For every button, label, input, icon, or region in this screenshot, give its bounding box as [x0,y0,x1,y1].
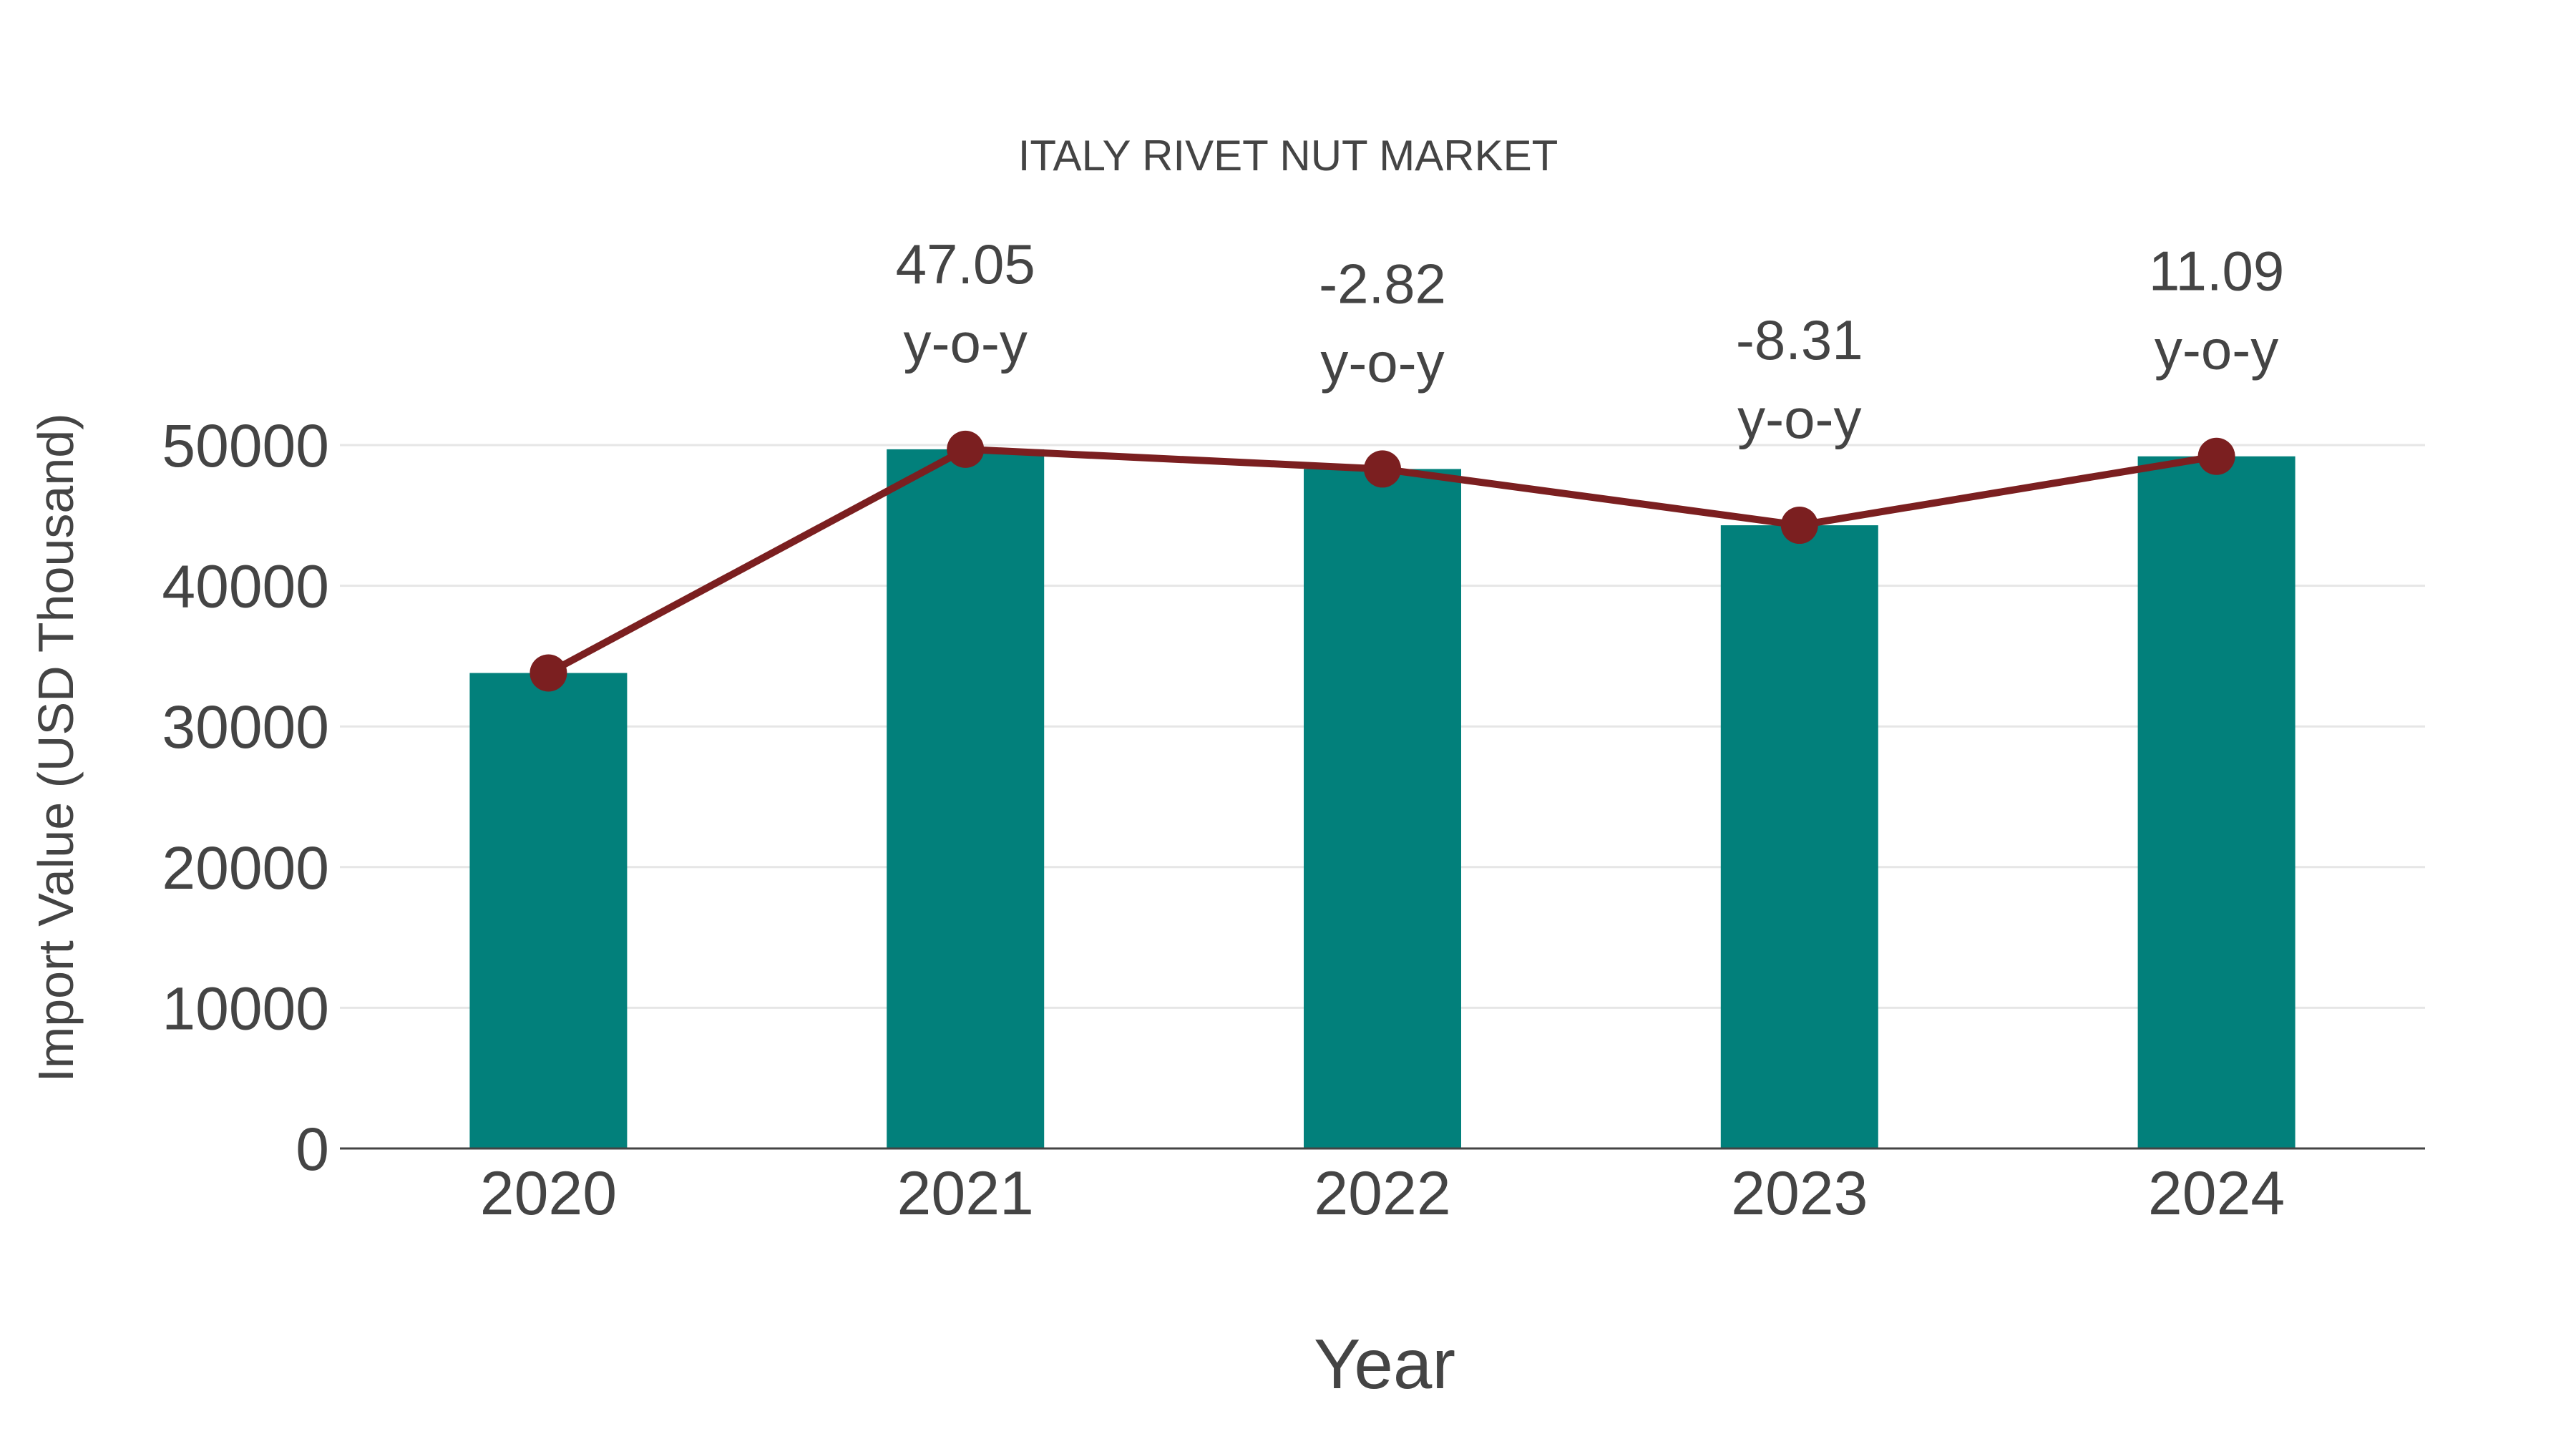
yoy-label: y-o-y [1737,387,1861,450]
x-axis-ticks: 2020 2021 2022 2023 2024 [480,1159,2285,1228]
line-series [530,430,2235,692]
bar-series [469,449,2296,1148]
x-tick-label: 2023 [1731,1159,1868,1228]
line-marker [1364,450,1401,488]
y-tick-label: 10000 [162,975,329,1042]
bar [887,449,1045,1148]
yoy-annotations: 47.05 y-o-y -2.82 y-o-y -8.31 y-o-y 11.09 y-o-y [896,233,2285,450]
bar [1720,525,1878,1148]
y-tick-label: 50000 [162,412,329,479]
x-tick-label: 2020 [480,1159,617,1228]
chart-title: ITALY RIVET NUT MARKET [1018,132,1558,180]
x-tick-label: 2022 [1314,1159,1450,1228]
y-axis-title: Import Value (USD Thousand) [28,413,84,1082]
yoy-label: y-o-y [2155,318,2278,381]
bar [2137,456,2296,1148]
y-tick-label: 20000 [162,834,329,902]
line-marker [2197,437,2235,475]
yoy-value: -2.82 [1319,252,1446,315]
line-marker [530,654,567,692]
x-axis-title: Year [1314,1324,1455,1403]
yoy-label: y-o-y [1320,331,1444,394]
y-tick-label: 30000 [162,693,329,761]
yoy-value: -8.31 [1736,308,1863,371]
yoy-label: y-o-y [904,311,1028,374]
bar [1304,469,1461,1148]
yoy-value: 11.09 [2149,240,2284,303]
y-axis-ticks: 0 10000 20000 30000 40000 50000 [162,412,329,1183]
x-tick-label: 2024 [2148,1159,2285,1228]
x-tick-label: 2021 [897,1159,1034,1228]
line-marker [1780,507,1818,545]
line-marker [947,430,985,468]
y-tick-label: 40000 [162,553,329,620]
yoy-value: 47.05 [896,233,1035,296]
bar [469,673,628,1148]
y-tick-label: 0 [296,1116,329,1183]
